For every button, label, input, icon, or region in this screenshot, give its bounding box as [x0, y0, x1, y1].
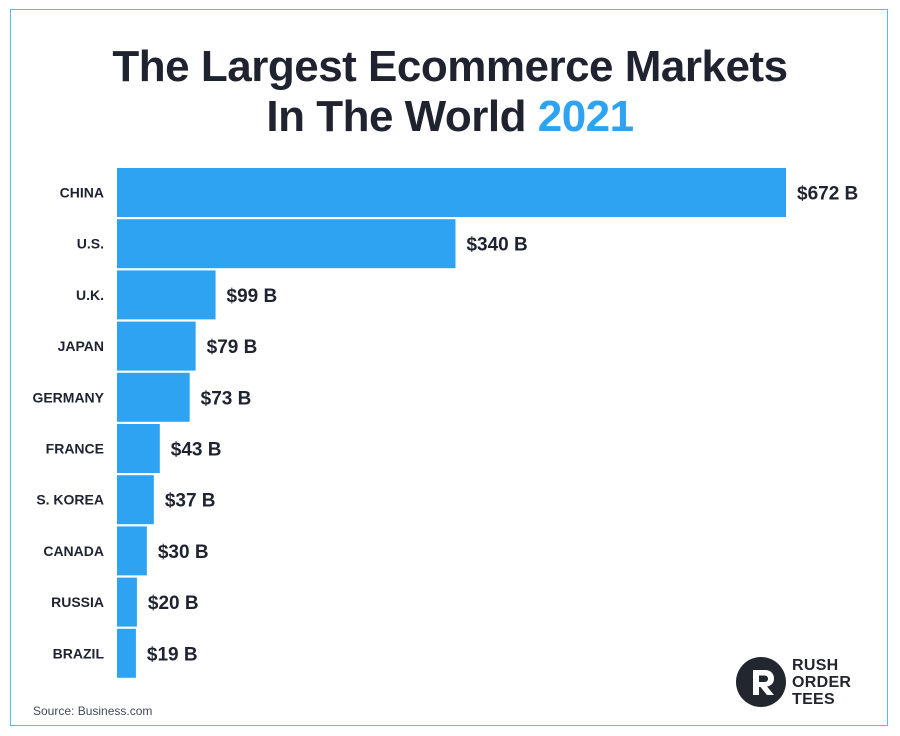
bar-s-korea [117, 475, 154, 525]
bar-japan [117, 321, 196, 371]
bar-china [117, 168, 786, 217]
title-line-1: The Largest Ecommerce Markets [112, 42, 788, 91]
title-year: 2021 [537, 92, 634, 141]
value-label-china: $672 B [797, 184, 858, 205]
bar-u-s [117, 219, 456, 269]
category-label-russia: RUSSIA [51, 594, 104, 610]
category-label-brazil: BRAZIL [53, 645, 105, 661]
value-label-u-k: $99 B [227, 286, 278, 307]
category-label-canada: CANADA [43, 543, 104, 559]
value-label-u-s: $340 B [466, 235, 527, 256]
title-line-2-prefix: In The World [266, 92, 526, 141]
logo-line-3: TEES [792, 691, 835, 708]
logo-wordmark: RUSH ORDER TEES [792, 657, 851, 708]
value-label-japan: $79 B [207, 337, 258, 358]
title-line-2: In The World 2021 [0, 92, 900, 142]
category-label-china: CHINA [60, 185, 104, 201]
bar-brazil [117, 628, 136, 678]
category-label-japan: JAPAN [58, 338, 104, 354]
bar-canada [117, 526, 147, 576]
bar-chart: CHINA U.S. U.K. JAPAN GERMANY FRANCE S. KOREA C… [32, 168, 858, 678]
value-label-brazil: $19 B [147, 644, 198, 665]
category-label-germany: GERMANY [32, 389, 104, 405]
value-label-france: $43 B [171, 440, 222, 461]
bar-germany [117, 372, 190, 422]
bars-group [117, 168, 786, 678]
bar-u-k [117, 270, 216, 320]
value-label-s-korea: $37 B [165, 491, 216, 512]
value-label-canada: $30 B [158, 542, 209, 563]
category-label-s-korea: S. KOREA [36, 492, 104, 508]
source-note: Source: Business.com [33, 704, 153, 718]
chart-frame [10, 9, 888, 726]
category-label-u-k: U.K. [76, 287, 104, 303]
category-label-u-s: U.S. [77, 236, 104, 252]
chart-title: The Largest Ecommerce Markets In The Wor… [0, 42, 900, 142]
brand-logo: RUSH ORDER TEES [736, 655, 866, 711]
value-label-germany: $73 B [201, 388, 252, 409]
value-labels: $672 B $340 B $99 B $79 B $73 B $43 B $37 B $30… [147, 184, 858, 666]
category-label-france: FRANCE [46, 441, 104, 457]
bar-russia [117, 577, 137, 627]
logo-line-2: ORDER [792, 674, 852, 691]
bar-france [117, 424, 160, 473]
value-label-russia: $20 B [148, 593, 199, 614]
rush-order-tees-logo-icon [736, 657, 786, 707]
category-labels: CHINA U.S. U.K. JAPAN GERMANY FRANCE S. KOREA C… [32, 185, 104, 662]
logo-line-1: RUSH [792, 657, 839, 674]
